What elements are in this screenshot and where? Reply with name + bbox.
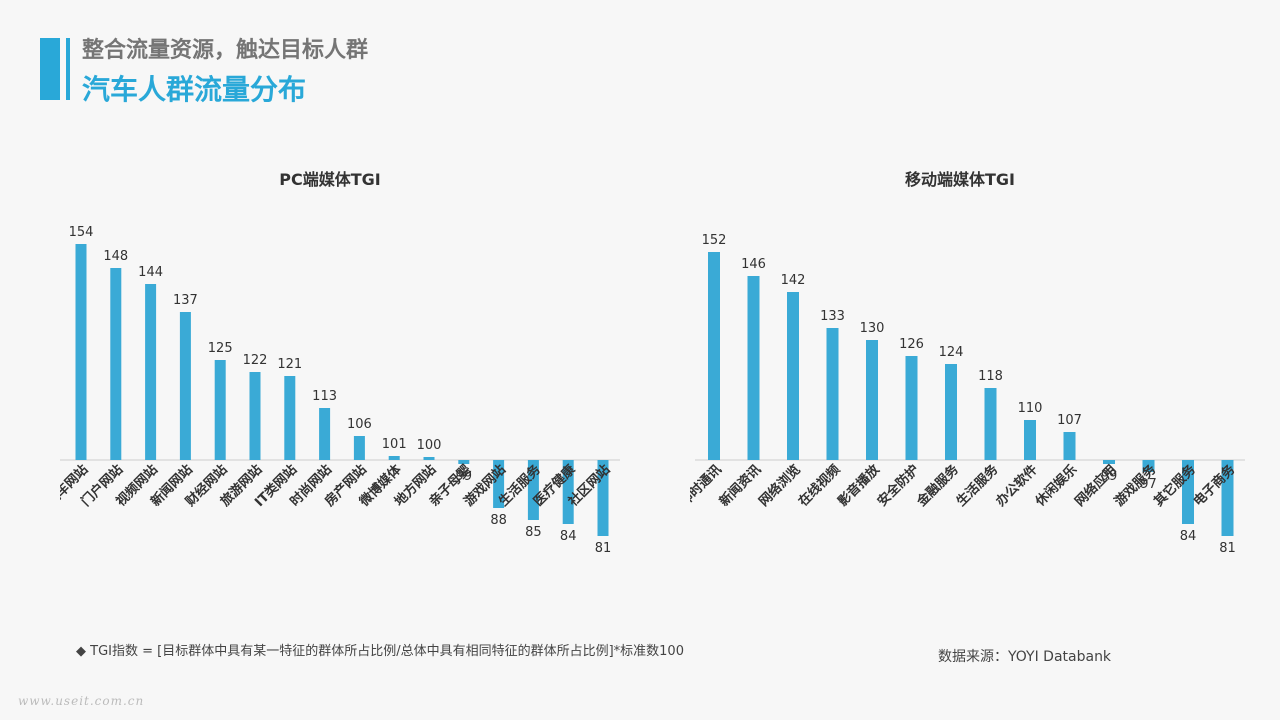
data-label: 84 xyxy=(1180,529,1197,544)
category-label: 办公软件 xyxy=(993,462,1041,510)
bar xyxy=(1221,460,1234,536)
header-accent-bar-thick xyxy=(40,38,60,100)
bar xyxy=(145,284,157,460)
watermark: www.useit.com.cn xyxy=(18,694,145,708)
category-label: 金融服务 xyxy=(913,461,962,510)
data-label: 118 xyxy=(978,369,1003,384)
data-label: 113 xyxy=(312,389,337,404)
data-label: 106 xyxy=(347,417,372,432)
bar xyxy=(75,244,87,460)
bar xyxy=(905,356,918,460)
chart-title: PC端媒体TGI xyxy=(279,170,380,189)
category-label: 影音播放 xyxy=(835,461,884,510)
header-accent-bar-thin xyxy=(66,38,70,100)
bar xyxy=(249,372,261,460)
data-label: 85 xyxy=(525,525,542,540)
data-label: 121 xyxy=(277,357,302,372)
data-label: 137 xyxy=(173,293,198,308)
bar xyxy=(826,328,839,460)
data-label: 110 xyxy=(1018,401,1043,416)
bar xyxy=(562,460,574,524)
bar xyxy=(353,436,365,460)
data-label: 107 xyxy=(1057,413,1082,428)
data-label: 81 xyxy=(595,541,612,556)
bar xyxy=(747,276,760,460)
bar xyxy=(388,456,400,460)
data-label: 152 xyxy=(702,233,727,248)
bar xyxy=(1142,460,1155,472)
data-label: 133 xyxy=(820,309,845,324)
mobile-media-tgi-chart: 移动端媒体TGI152即时通讯146新闻资讯142网络浏览133在线视频130影… xyxy=(690,170,1245,556)
data-label: 146 xyxy=(741,257,766,272)
data-label: 81 xyxy=(1219,541,1236,556)
bar xyxy=(708,252,720,460)
bar xyxy=(493,460,505,508)
bar xyxy=(214,360,226,460)
bar xyxy=(597,460,609,536)
bar xyxy=(984,388,997,460)
data-label: 144 xyxy=(138,265,163,280)
data-label: 154 xyxy=(69,225,94,240)
bar xyxy=(110,268,122,460)
data-source: 数据来源：YOYI Databank xyxy=(938,649,1112,665)
data-label: 97 xyxy=(1140,477,1157,492)
bar xyxy=(179,312,191,460)
data-label: 99 xyxy=(456,469,473,484)
data-label: 88 xyxy=(490,513,507,528)
category-label: 新闻资讯 xyxy=(716,462,764,510)
category-label: 生活服务 xyxy=(953,461,1002,510)
bar xyxy=(1182,460,1194,524)
category-label: 在线视频 xyxy=(795,462,843,510)
data-label: 148 xyxy=(103,249,128,264)
bar xyxy=(423,457,435,460)
bar xyxy=(945,364,957,460)
data-label: 126 xyxy=(899,337,924,352)
data-label: 100 xyxy=(417,438,442,453)
bar xyxy=(1103,460,1115,464)
bar xyxy=(787,292,799,460)
category-label: 安全防护 xyxy=(874,462,922,510)
bar xyxy=(1063,432,1076,460)
category-label: 网络应用 xyxy=(1072,462,1120,510)
category-label: 休闲娱乐 xyxy=(1032,462,1081,511)
category-label: 网络浏览 xyxy=(756,462,804,510)
data-label: 84 xyxy=(560,529,577,544)
data-label: 101 xyxy=(382,437,407,452)
bar xyxy=(866,340,878,460)
data-label: 142 xyxy=(781,273,806,288)
bar xyxy=(284,376,296,460)
data-label: 124 xyxy=(939,345,964,360)
pc-media-tgi-chart: PC端媒体TGI154汽车网站148门户网站144视频网站137新闻网站125财… xyxy=(60,170,620,556)
chart-title: 移动端媒体TGI xyxy=(905,170,1015,189)
bar xyxy=(1024,420,1036,460)
page-subtitle: 整合流量资源，触达目标人群 xyxy=(82,38,369,63)
page-title: 汽车人群流量分布 xyxy=(82,73,307,106)
data-label: 125 xyxy=(208,341,233,356)
bar xyxy=(319,408,331,460)
bar xyxy=(527,460,539,520)
bar xyxy=(458,460,470,464)
data-label: 99 xyxy=(1101,469,1118,484)
tgi-footnote: ◆ TGI指数 = [目标群体中具有某一特征的群体所占比例/总体中具有相同特征的… xyxy=(76,644,684,659)
data-label: 130 xyxy=(860,321,885,336)
data-label: 122 xyxy=(243,353,268,368)
